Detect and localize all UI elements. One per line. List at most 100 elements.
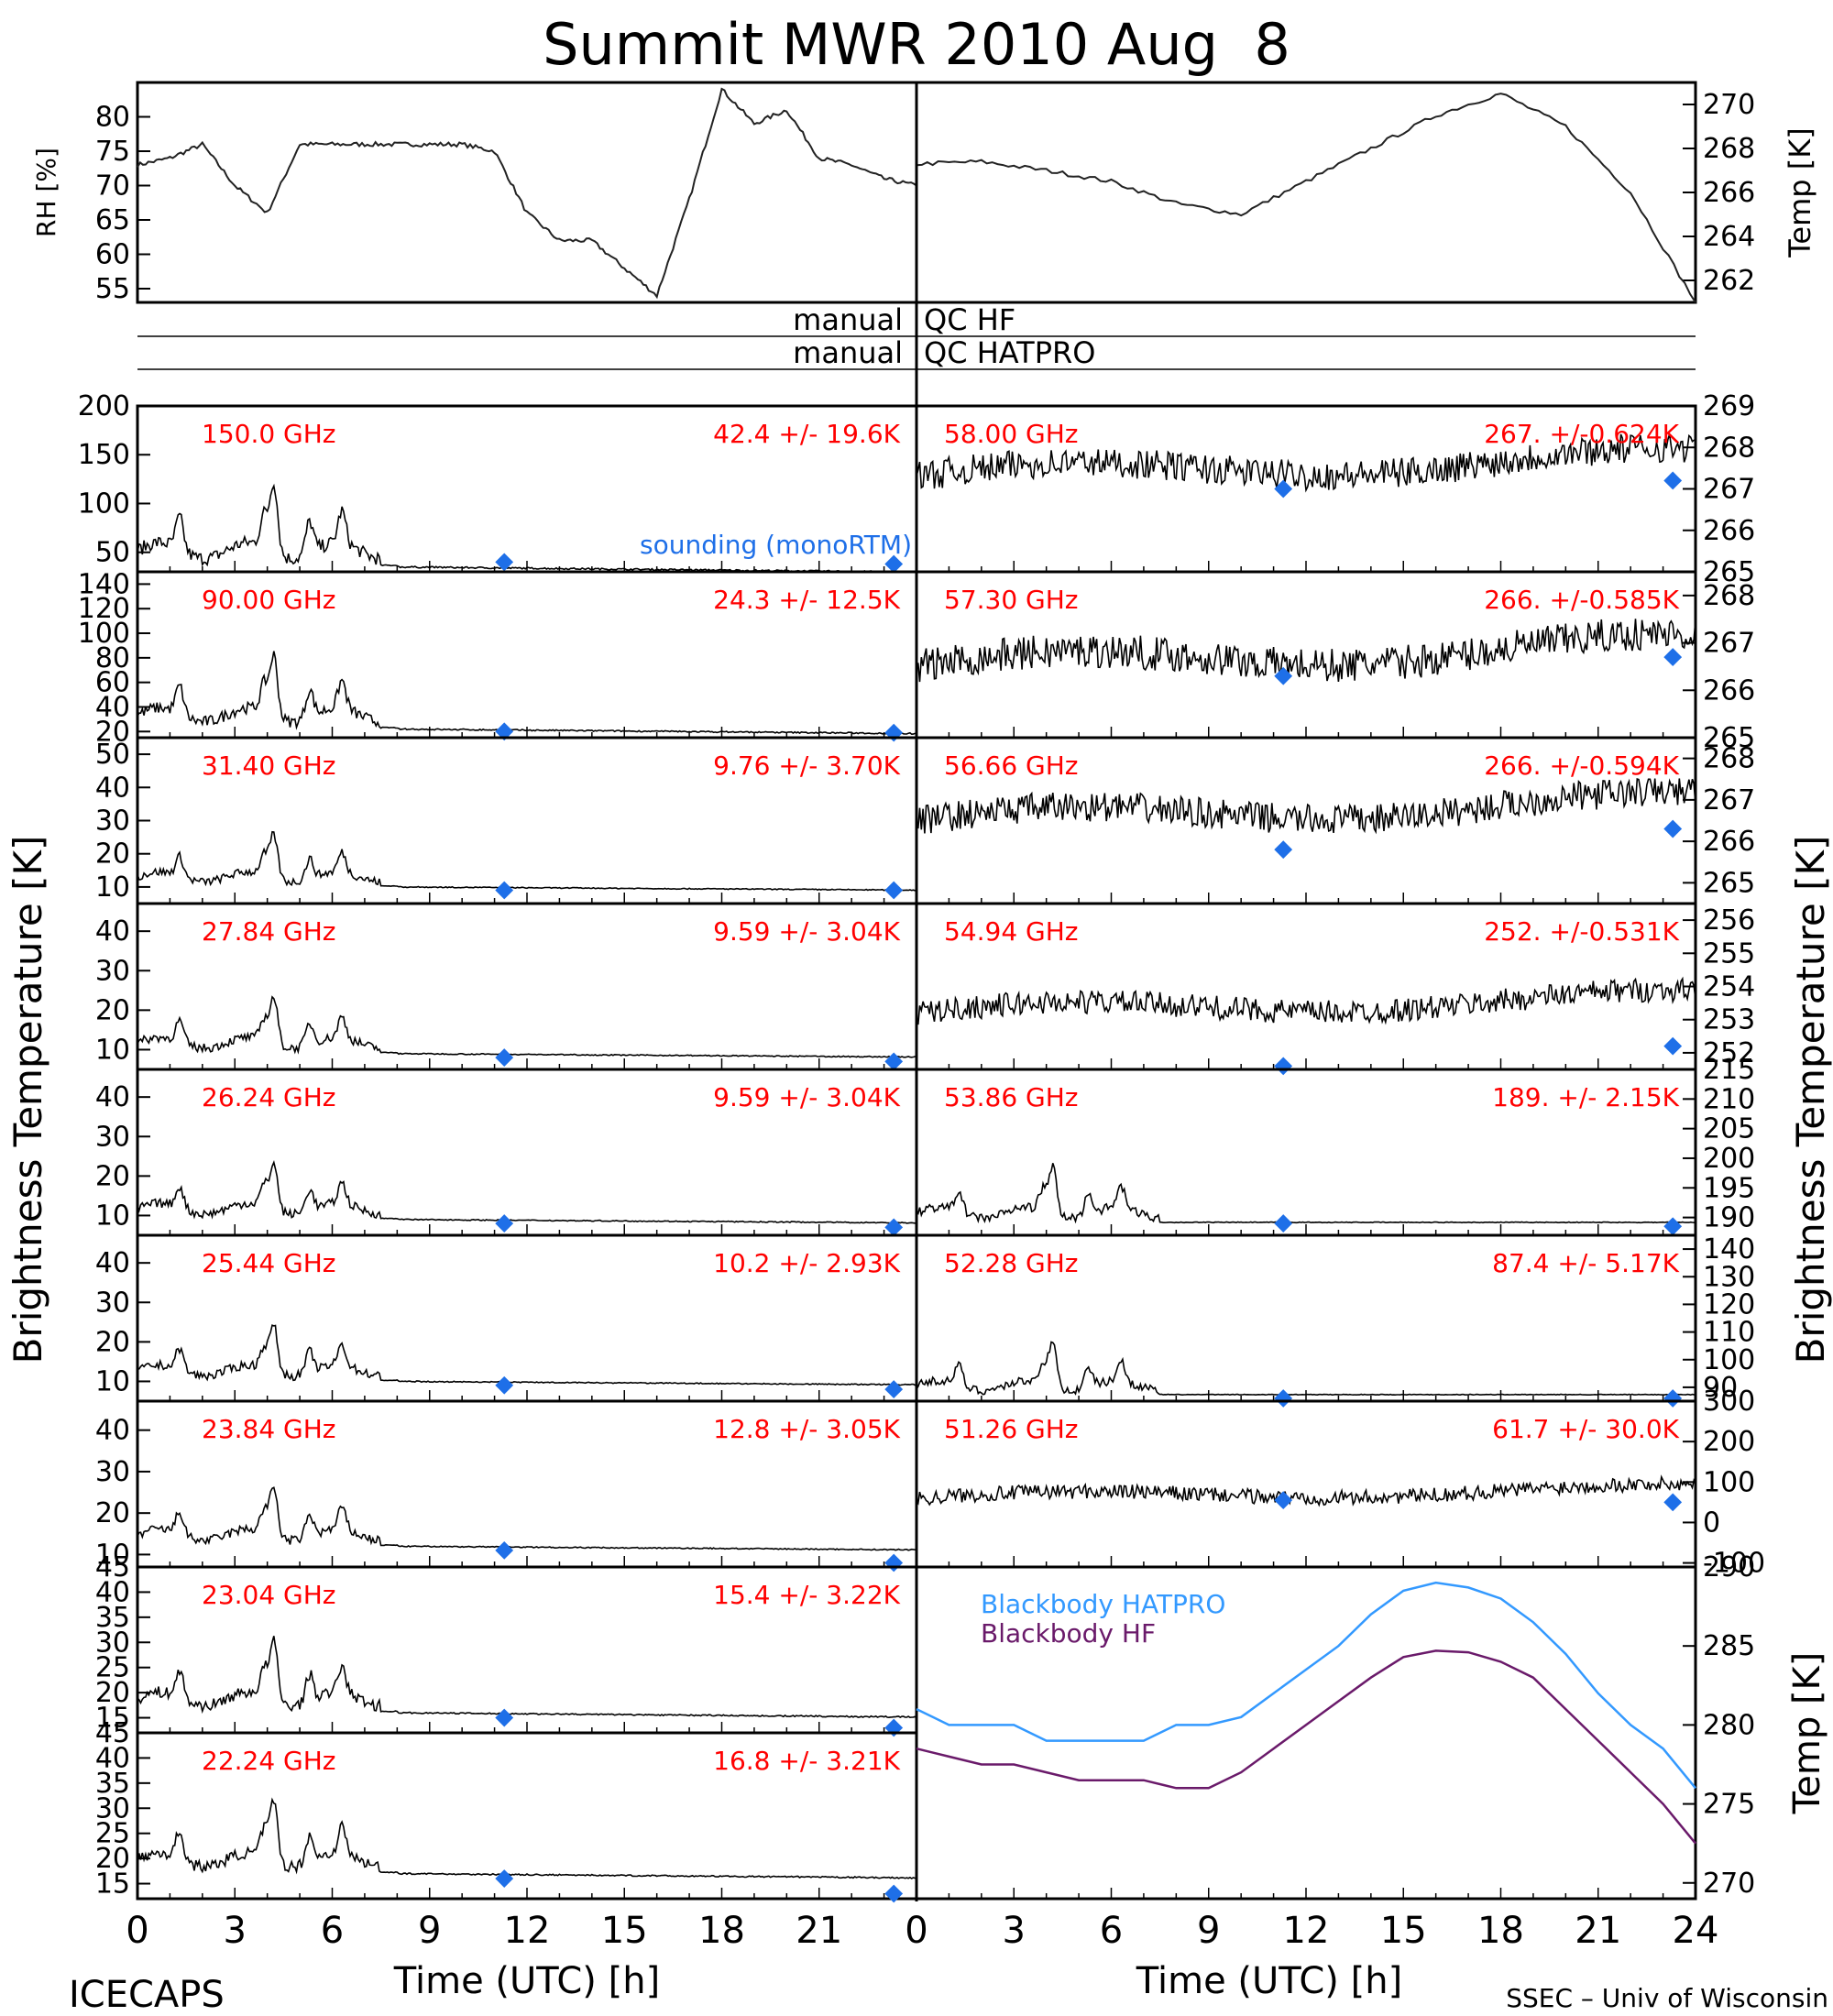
brightness-trace [916,1163,1696,1224]
channel-label: 56.66 GHz [944,751,1079,781]
panel-25-44-ghz: 25.44 GHz 10.2 +/- 2.93K 10 20 30 40 [95,1233,918,1403]
x-tick-label: 12 [504,1910,551,1952]
footer-icecaps: ICECAPS [69,1974,225,2016]
sounding-marker [495,1048,514,1067]
x-axis-label-left: Time (UTC) [h] [393,1960,660,2002]
channel-label: 90.00 GHz [202,585,336,615]
brightness-trace [137,830,916,892]
sounding-marker [495,1708,514,1727]
y-tick-label: 20 [95,838,130,871]
y-tick-label: 267 [1703,628,1755,660]
sounding-marker [1274,1057,1293,1076]
x-tick-label: 9 [418,1910,441,1952]
y-tick-label: 10 [95,1200,130,1232]
brightness-trace [916,976,1696,1025]
y-tick-label: 65 [95,204,130,236]
y-tick-label: 25 [95,1818,130,1850]
channel-label: 51.26 GHz [944,1414,1079,1444]
y-tick-label: 120 [78,593,130,625]
x-tick-label: 15 [1380,1910,1427,1952]
y-tick-label: 205 [1703,1113,1755,1145]
y-tick-label: -100 [1703,1548,1765,1580]
panel-27-84-ghz: 27.84 GHz 9.59 +/- 3.04K 10 20 30 40 [95,902,918,1071]
y-tick-label: 40 [95,1081,130,1113]
y-tick-label: 140 [1703,1233,1755,1265]
y-tick-label: 90 [1703,1372,1738,1404]
temp-ticks: 262 264 266 268 270 [1683,89,1755,297]
y-tick-label: 266 [1703,177,1755,209]
y-tick-label: 20 [95,994,130,1026]
sounding-marker [1274,1389,1293,1408]
blackbody-legend-0: Blackbody HATPRO [981,1589,1225,1619]
channel-stats: 12.8 +/- 3.05K [713,1414,900,1444]
qc-row2-right: QC HATPRO [924,335,1095,370]
x-tick-label: 3 [1003,1910,1026,1952]
y-tick-label: 15 [95,1703,130,1735]
y-tick-label: 262 [1703,265,1755,297]
panel-57-30-ghz: 57.30 GHz 266. +/-0.585K 265 266 267 268 [915,570,1755,754]
y-tick-label: 60 [95,667,130,699]
sounding-marker [884,554,904,574]
x-tick-label: 15 [601,1910,648,1952]
y-tick-label: 254 [1703,971,1755,1003]
y-tick-label: 45 [95,1551,130,1583]
x-tick-label: 3 [224,1910,247,1952]
sounding-marker [1274,479,1293,499]
y-tick-label: 30 [95,1121,130,1153]
channel-label: 52.28 GHz [944,1248,1079,1278]
channel-stats: 42.4 +/- 19.6K [713,419,900,449]
sounding-marker [1663,1036,1683,1056]
y-tick-label: 30 [95,1456,130,1488]
x-tick-labels-right: 0 3 6 9 12 15 18 21 24 [905,1910,1718,1952]
qc-row1-left: manual [793,302,903,337]
sounding-marker [495,1541,514,1560]
sounding-marker [1663,1493,1683,1512]
y-tick-label: 267 [1703,784,1755,816]
y-tick-label: 60 [95,239,130,271]
channel-stats: 9.59 +/- 3.04K [713,916,900,947]
y-tick-label: 269 [1703,390,1755,422]
x-tick-label: 18 [698,1910,745,1952]
y-tick-label: 285 [1703,1630,1755,1662]
temp-line [916,93,1696,303]
y-tick-label: 40 [95,1742,130,1774]
y-tick-label: 55 [95,273,130,305]
sounding-marker [495,1869,514,1888]
y-tick-label: 40 [95,772,130,804]
y-tick-label: 265 [1703,867,1755,899]
y-tick-label: 20 [95,1160,130,1192]
channel-label: 58.00 GHz [944,419,1079,449]
y-tick-label: 80 [95,642,130,674]
y-tick-label: 110 [1703,1317,1755,1349]
channel-label: 22.24 GHz [202,1746,336,1776]
channel-label: 23.04 GHz [202,1580,336,1610]
panel-23-84-ghz: 23.84 GHz 12.8 +/- 3.05K 10 20 30 40 [95,1399,918,1572]
y-tick-label: 290 [1703,1551,1755,1583]
y-tick-label: 255 [1703,937,1755,970]
y-tick-label: 10 [95,1539,130,1571]
y-tick-label: 20 [95,1677,130,1709]
y-tick-label: 140 [78,568,130,600]
y-tick-label: 30 [95,955,130,987]
sounding-marker [884,1052,904,1071]
brightness-trace [916,1474,1696,1507]
channel-stats: 189. +/- 2.15K [1492,1082,1679,1112]
y-tick-label: 20 [95,1497,130,1529]
figure-title: Summit MWR 2010 Aug 8 [543,11,1290,78]
y-tick-label: 150 [78,439,130,471]
y-tick-label: 200 [1703,1426,1755,1458]
blackbody-legend-1: Blackbody HF [981,1618,1156,1649]
y-tick-label: 195 [1703,1172,1755,1204]
y-tick-label: 10 [95,1365,130,1397]
sounding-marker [884,1553,904,1572]
temp-panel-frame [915,81,1697,304]
sounding-marker [495,1375,514,1395]
y-tick-label: 20 [95,716,130,748]
channel-label: 23.84 GHz [202,1414,336,1444]
y-tick-label: 20 [95,1843,130,1875]
x-tick-label: 6 [1100,1910,1123,1952]
